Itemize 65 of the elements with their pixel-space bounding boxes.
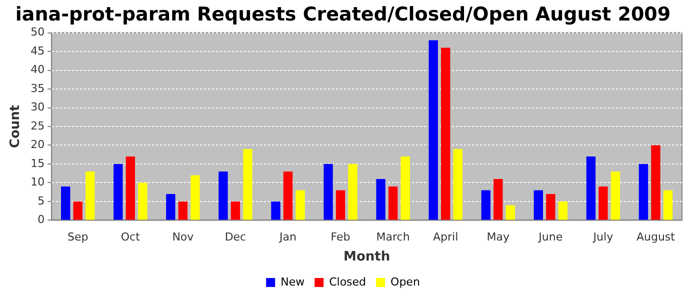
bar [190,175,200,220]
bar [348,164,358,220]
x-tick-label: March [376,230,410,244]
x-tick-label: Feb [330,230,350,244]
bar [610,171,620,220]
bar [218,171,228,220]
legend-label: New [280,275,305,288]
x-tick-label: Oct [120,230,141,244]
bar [283,171,293,220]
x-tick-label: June [538,230,563,244]
x-tick-label: Sep [67,230,88,244]
x-tick-label: August [636,230,676,244]
bar [558,201,568,220]
bar [376,178,386,220]
bar [494,178,503,220]
bar [400,156,410,220]
bar [61,186,70,220]
x-tick-label: Dec [224,230,246,244]
x-tick-label: Jan [278,230,296,244]
y-tick-label: 10 [30,176,45,189]
bar [296,190,305,220]
bar [138,182,148,220]
y-tick-label: 25 [30,119,45,132]
bar [546,194,556,220]
legend-label: Open [390,275,420,288]
y-tick-label: 50 [30,26,45,39]
bar [243,148,252,220]
y-tick-label: 30 [30,100,45,114]
y-tick-label: 0 [38,213,45,226]
x-axis-title: Month [344,250,390,265]
y-tick-label: 20 [30,138,45,152]
x-tick-label: July [592,230,614,244]
bar [428,40,438,220]
bar [651,145,660,220]
x-tick-label: Nov [172,230,194,244]
bar [388,186,398,220]
legend-label: Closed [329,275,366,288]
y-tick-label: 15 [30,156,45,170]
bar [271,201,280,220]
bar [534,190,544,220]
y-tick-label: 40 [30,63,45,76]
y-tick-label: 5 [38,194,45,208]
y-tick-label: 45 [30,44,45,58]
bar [598,186,608,220]
bar [506,205,515,220]
y-axis-title: Count [8,104,24,148]
x-tick-label: April [433,230,458,244]
bar [638,164,648,220]
chart-title: iana-prot-param Requests Created/Closed/Open August 2009 [15,3,671,26]
bar [114,164,123,220]
x-tick-label: May [486,230,510,244]
bar [441,48,450,220]
bar [336,190,346,220]
bar [586,156,596,220]
bar [324,164,333,220]
bar [230,201,240,220]
bar [73,201,82,220]
bar [481,190,490,220]
bar [453,148,462,220]
bar [663,190,673,220]
bar [178,201,188,220]
bar [126,156,135,220]
y-tick-label: 35 [30,82,45,95]
bar [166,194,176,220]
bar [86,171,95,220]
